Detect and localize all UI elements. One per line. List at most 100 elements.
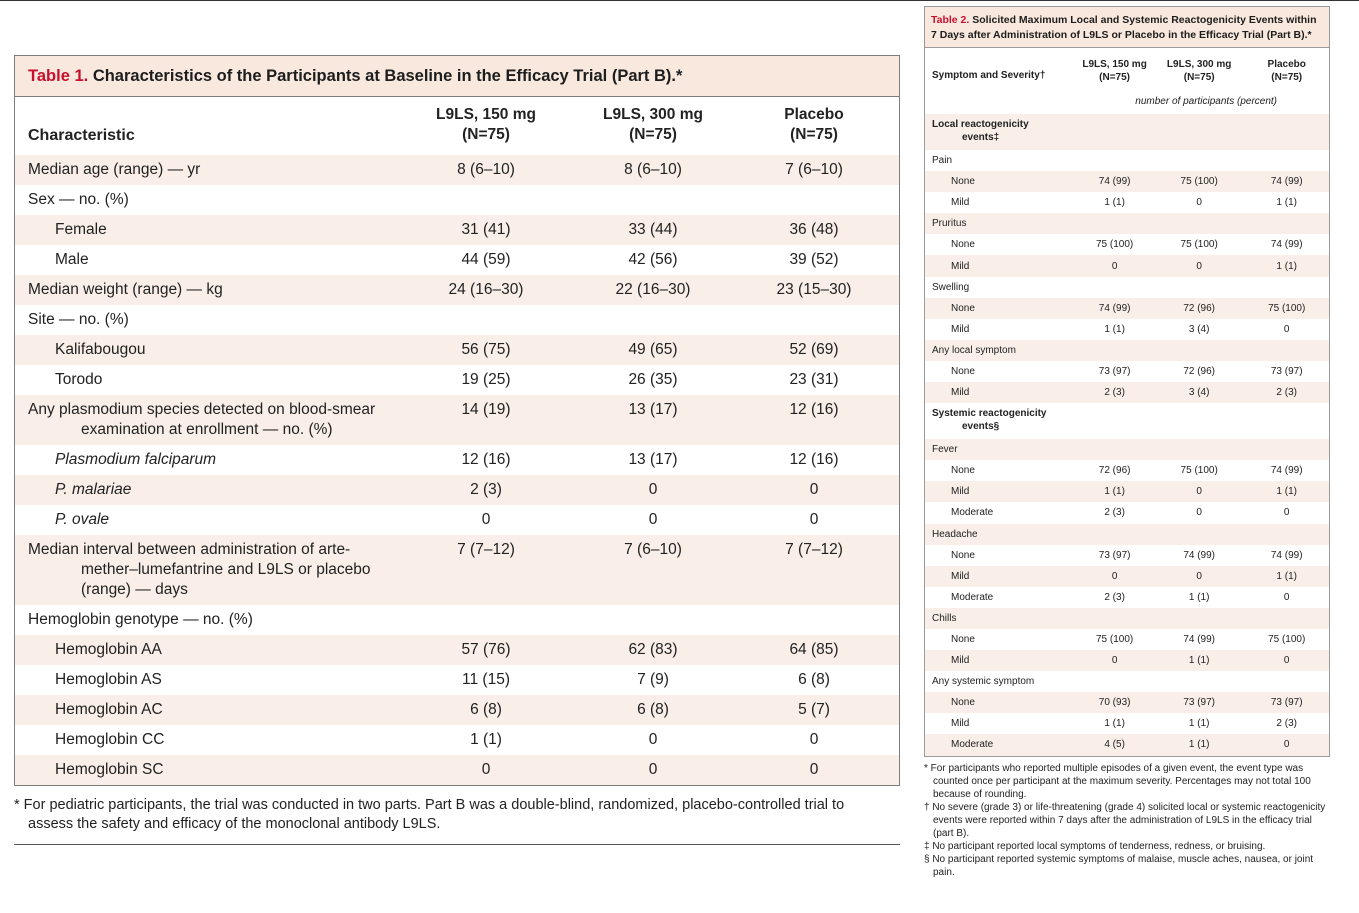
table-2-row-label: Moderate xyxy=(951,739,994,751)
table-1-row-label: Female xyxy=(55,221,107,238)
table-1-cell xyxy=(577,305,729,310)
table-2-cell: 2 (3) xyxy=(1276,718,1297,730)
table-1-cell: 8 (6–10) xyxy=(457,161,515,178)
table-2-cell: 1 (1) xyxy=(1188,591,1210,603)
table-1-row: Median weight (range) — kg 24 (16–30) 22 (… xyxy=(15,275,899,305)
table-2-cell: 0 xyxy=(1283,591,1290,603)
table-2-row: None 75 (100) 75 (100) 74 (99) xyxy=(925,234,1329,255)
table-2-section-title: Local reactogenicity xyxy=(932,119,1029,130)
table-1-row: Hemoglobin AC 6 (8) 6 (8) 5 (7) xyxy=(15,695,899,725)
table-2-cell: 75 (100) xyxy=(1096,634,1134,646)
table-2-cell: 72 (96) xyxy=(1183,365,1216,377)
table-1-cell: 6 (8) xyxy=(470,701,502,718)
table-2-cell: 0 xyxy=(1196,570,1202,582)
table-2-row-label: Mild xyxy=(951,570,970,582)
table-2: Table 2. Solicited Maximum Local and Sys… xyxy=(924,6,1330,879)
table-1-row: Kalifabougou 56 (75) 49 (65) 52 (69) xyxy=(15,335,899,365)
t2-header-l9ls-300-n: (N=75) xyxy=(1183,72,1215,83)
table-2-cell: 1 (1) xyxy=(1188,718,1210,730)
table-2-row: Mild 1 (1) 1 (1) 2 (3) xyxy=(925,713,1329,734)
table-1-row: Hemoglobin AS 11 (15) 7 (9) 6 (8) xyxy=(15,665,899,695)
table-1-cell: 7 (6–10) xyxy=(785,161,843,178)
table-2-cell: 1 (1) xyxy=(1276,260,1297,272)
table-2-row: Fever xyxy=(925,439,1329,461)
table-1-cell: 12 (16) xyxy=(789,401,839,418)
table-2-cell: 0 xyxy=(1196,197,1202,209)
table-2-cell: 1 (1) xyxy=(1188,739,1210,751)
t2-header-l9ls-300: L9LS, 300 mg (N=75) xyxy=(1154,58,1245,90)
table-1-cell xyxy=(577,605,729,610)
table-2-box: Table 2. Solicited Maximum Local and Sys… xyxy=(924,6,1330,757)
table-1-row: Torodo 19 (25) 26 (35) 23 (31) xyxy=(15,365,899,395)
table-1-row-label: Hemoglobin CC xyxy=(55,731,165,748)
table-1-cell: 7 (7–12) xyxy=(785,541,843,558)
table-2-section-title: Systemic reactogenicity xyxy=(932,408,1047,420)
table-2-row-label: Moderate xyxy=(951,591,994,603)
header-l9ls-300: L9LS, 300 mg (N=75) xyxy=(577,105,729,155)
table-1-cell: 62 (83) xyxy=(628,641,678,658)
table-2-row-label: Swelling xyxy=(932,281,970,293)
table-1-row: Site — no. (%) xyxy=(15,305,899,335)
table-2-cell: 75 (100) xyxy=(1268,634,1306,646)
table-2-row-label: Mild xyxy=(951,718,970,730)
table-1-row: Median age (range) — yr 8 (6–10) 8 (6–10) 7… xyxy=(15,155,899,185)
table-2-row: Systemic reactogenicity events§ xyxy=(925,403,1329,439)
table-2-cell: 75 (100) xyxy=(1096,239,1134,251)
table-2-cell: 1 (1) xyxy=(1188,655,1210,667)
table-1-cell xyxy=(729,185,899,190)
table-1-cell: 57 (76) xyxy=(461,641,511,658)
table-2-row-label: Mild xyxy=(951,655,970,667)
table-2-row-label: Any systemic symptom xyxy=(932,676,1035,688)
table-2-cell: 73 (97) xyxy=(1270,365,1303,377)
table-1-cell: 44 (59) xyxy=(461,251,511,268)
table-2-row-label: Fever xyxy=(932,444,958,456)
table-1-cell: 0 xyxy=(648,511,658,528)
table-1-row: Hemoglobin CC 1 (1) 0 0 xyxy=(15,725,899,755)
table-2-row-label: Mild xyxy=(951,486,970,498)
t2-header-l9ls-150-n: (N=75) xyxy=(1099,72,1131,83)
table-2-row: None 74 (99) 72 (96) 75 (100) xyxy=(925,297,1329,319)
table-2-row-label: None xyxy=(951,176,975,188)
table-1-cell: 1 (1) xyxy=(470,731,502,748)
table-2-cell: 0 xyxy=(1283,507,1290,519)
table-1-row-label: Plasmodium falciparum xyxy=(55,451,217,468)
table-2-row-label: None xyxy=(951,465,975,477)
table-1-header: Characteristic L9LS, 150 mg (N=75) L9LS,… xyxy=(15,97,899,155)
table-1-row-label: Kalifabougou xyxy=(55,341,146,358)
table-2-row: None 73 (97) 74 (99) 74 (99) xyxy=(925,545,1329,566)
table-2-header: Symptom and Severity† L9LS, 150 mg (N=75… xyxy=(925,48,1329,90)
header-placebo-name: Placebo xyxy=(784,106,844,123)
t2-header-l9ls-150: L9LS, 150 mg (N=75) xyxy=(1075,58,1154,90)
table-2-cell: 74 (99) xyxy=(1270,176,1303,188)
table-2-row: Mild 2 (3) 3 (4) 2 (3) xyxy=(925,382,1329,404)
table-2-row: Headache xyxy=(925,523,1329,545)
table-2-row: Chills xyxy=(925,607,1329,629)
table-2-cell: 2 (3) xyxy=(1276,387,1297,399)
table-1-cell: 56 (75) xyxy=(461,341,511,358)
table-1-row: Sex — no. (%) xyxy=(15,185,899,215)
table-1-row: Median interval between administration o… xyxy=(15,535,899,605)
table-1-cell: 0 xyxy=(809,761,819,778)
table-2-row: Mild 0 0 1 (1) xyxy=(925,255,1329,277)
table-2-cell: 1 (1) xyxy=(1276,197,1297,209)
table-1-cell: 2 (3) xyxy=(470,481,502,498)
table-2-row-label: None xyxy=(951,302,975,314)
table-2-row-label: Moderate xyxy=(951,507,994,519)
header-symptom: Symptom and Severity† xyxy=(932,70,1046,81)
table-1-title-text: Characteristics of the Participants at B… xyxy=(92,67,683,85)
table-2-row-label: Chills xyxy=(932,612,957,624)
table-2-cell: 1 (1) xyxy=(1276,570,1297,582)
table-1-cell: 6 (8) xyxy=(637,701,669,718)
table-2-footnotes: * For participants who reported multiple… xyxy=(924,762,1330,879)
table-2-row: Pain xyxy=(925,150,1329,171)
table-2-cell: 2 (3) xyxy=(1104,507,1125,519)
header-l9ls-150: L9LS, 150 mg (N=75) xyxy=(395,105,577,155)
table-1-cell xyxy=(395,605,577,610)
table-2-row-label: Mild xyxy=(951,387,970,399)
table-2-row: Any systemic symptom xyxy=(925,671,1329,692)
table-1-cell: 23 (15–30) xyxy=(776,281,852,298)
table-1-row-label: Median interval between administration o… xyxy=(28,541,371,598)
table-2-row-label: Pain xyxy=(932,155,953,167)
table-2-row: Mild 1 (1) 0 1 (1) xyxy=(925,481,1329,503)
table-2-cell: 2 (3) xyxy=(1104,591,1125,603)
